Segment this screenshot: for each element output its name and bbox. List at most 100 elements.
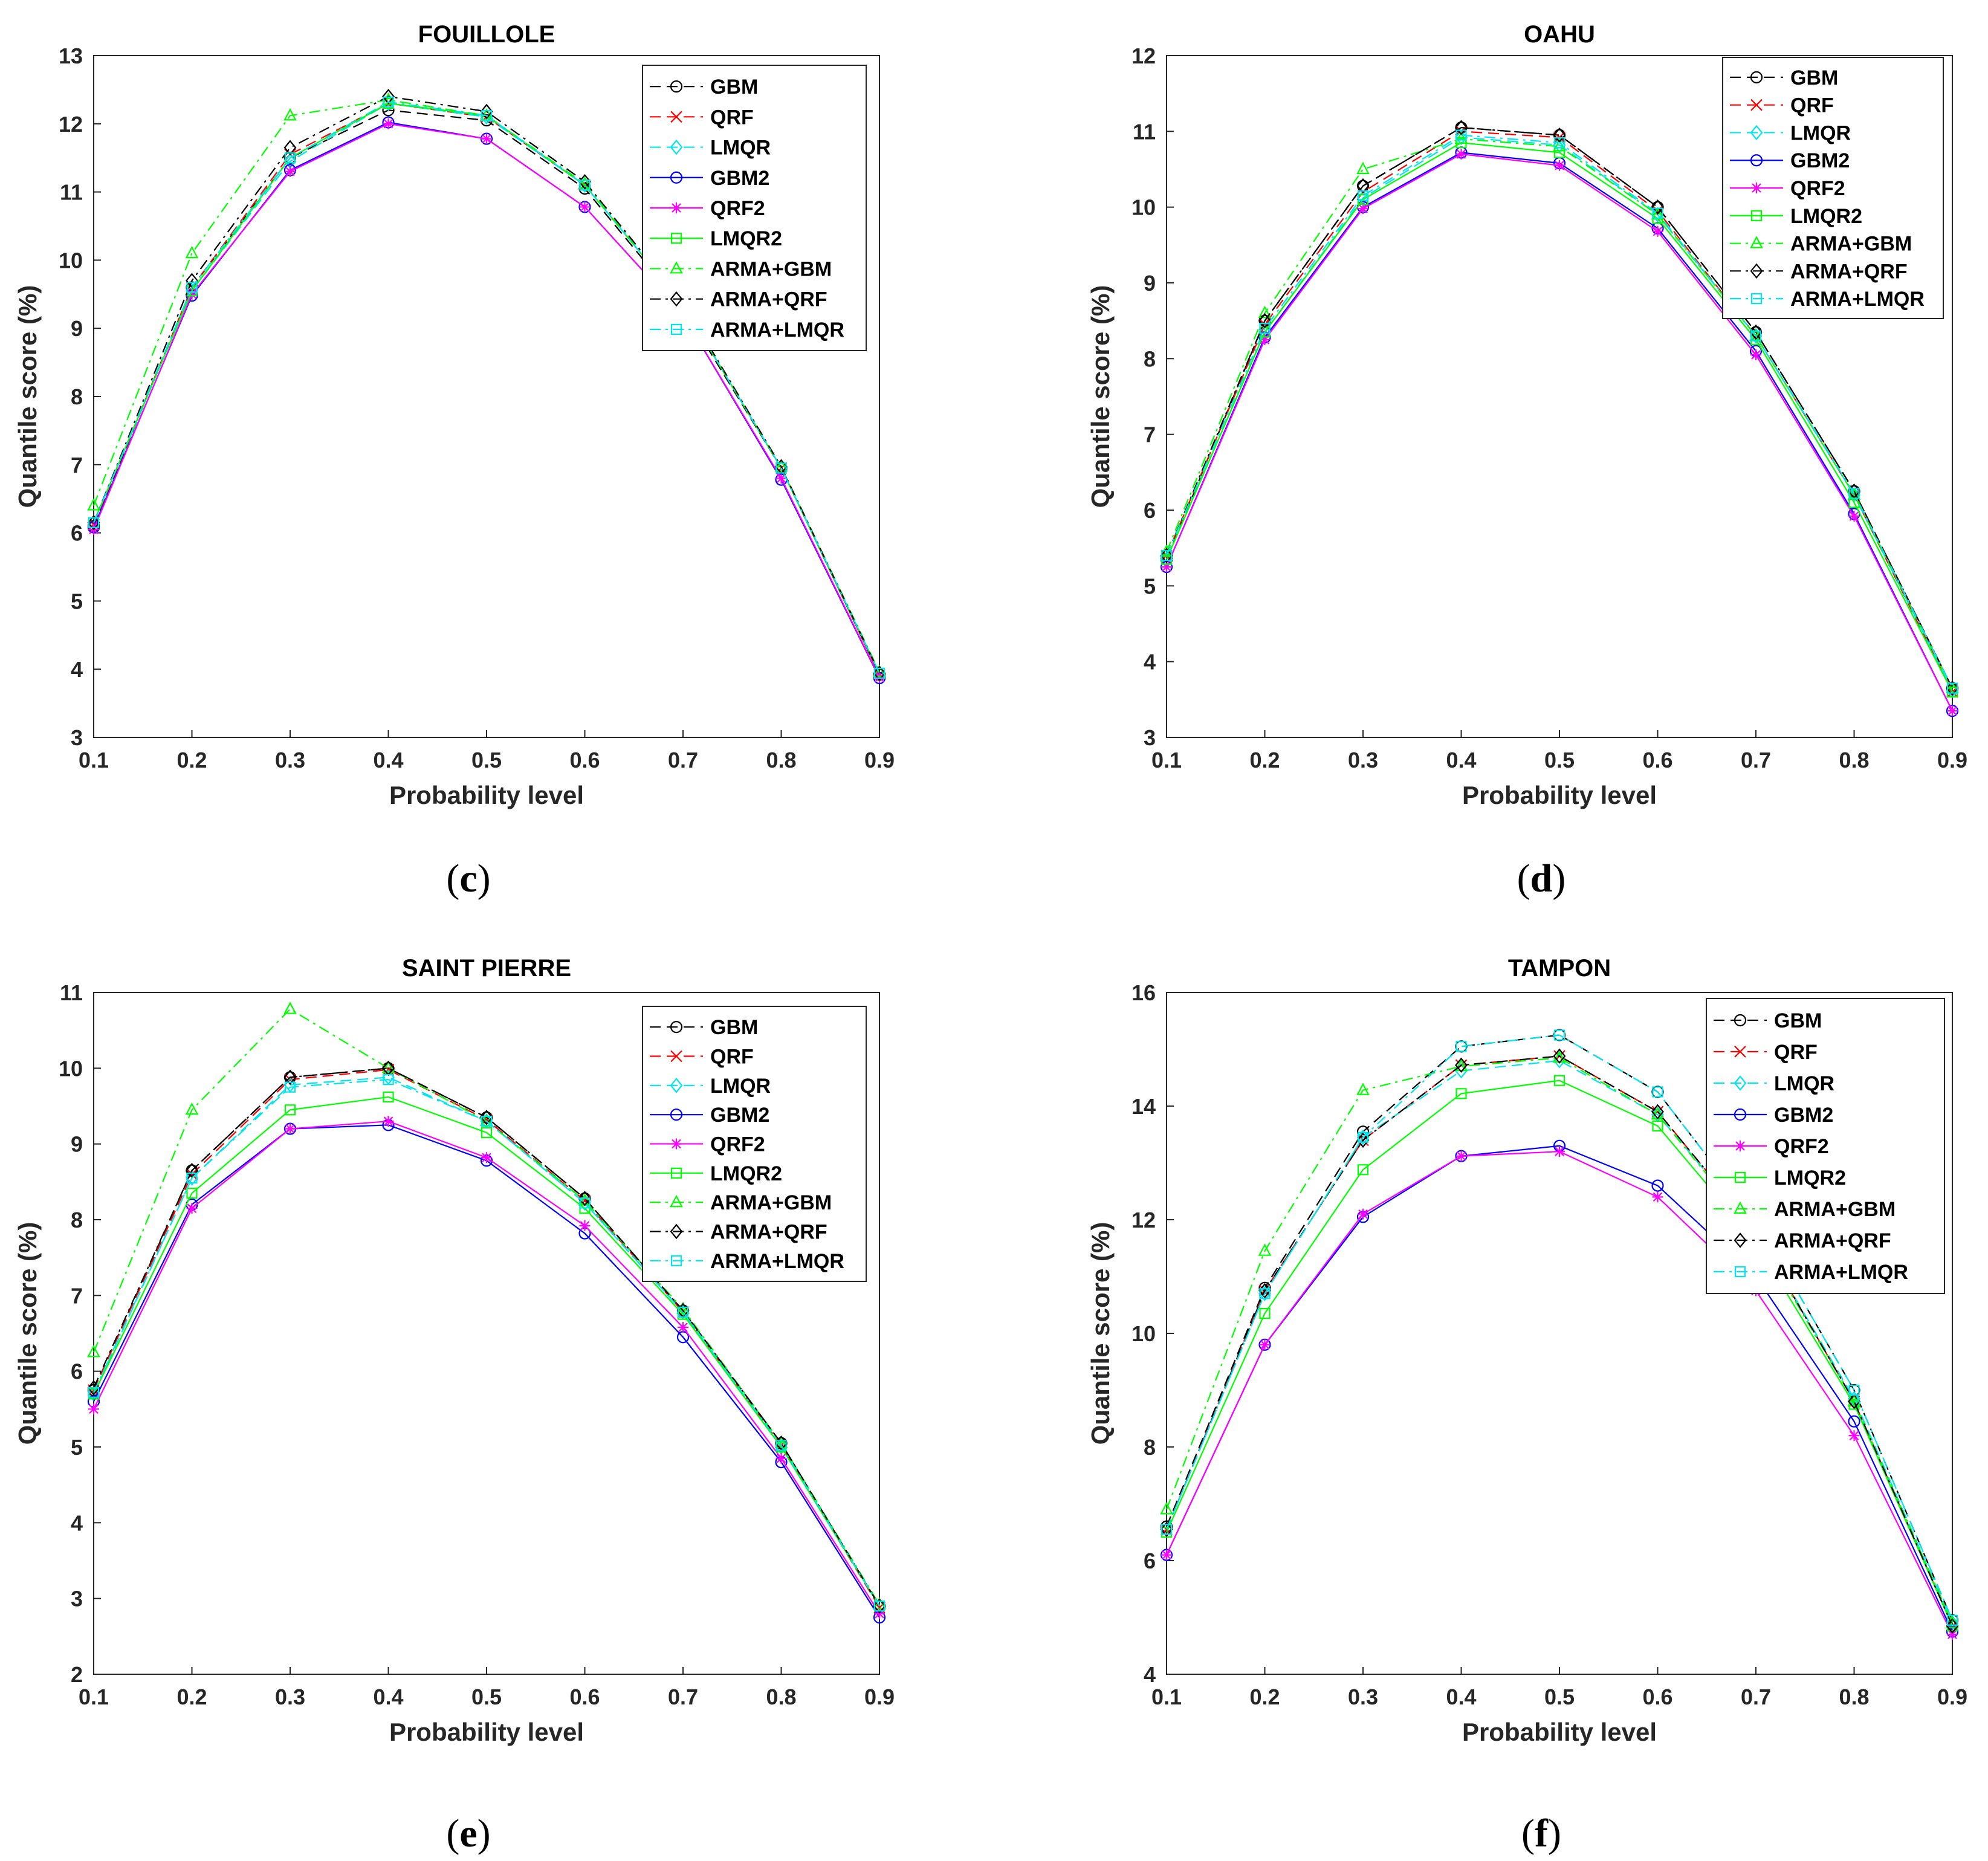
chart-title: FOUILLOLE xyxy=(418,21,555,48)
x-tick-label: 0.7 xyxy=(1741,1685,1771,1709)
data-point xyxy=(1848,1384,1860,1396)
data-point xyxy=(1553,1075,1565,1086)
legend-label: GBM2 xyxy=(710,167,769,190)
data-point xyxy=(1652,1191,1663,1203)
data-point xyxy=(383,118,394,129)
data-point xyxy=(1848,1430,1860,1442)
legend-marker xyxy=(1734,1171,1746,1183)
data-point xyxy=(186,1162,198,1179)
x-tick-label: 0.7 xyxy=(1741,748,1771,772)
data-point xyxy=(88,1403,99,1415)
chart-panel-f: 0.1 0.2 0.3 0.4 0.5 0.6 0.7 0.8 0.9 4 6 8 10 12 14 16 TA… xyxy=(1086,955,1967,1856)
data-point xyxy=(381,1060,395,1073)
data-point xyxy=(186,282,198,293)
data-point xyxy=(185,245,199,259)
data-point xyxy=(481,110,493,121)
data-point xyxy=(1848,488,1860,499)
data-point xyxy=(1554,1146,1565,1157)
y-tick-label: 3 xyxy=(71,1587,83,1611)
data-point xyxy=(1358,203,1368,215)
data-point xyxy=(1258,312,1271,329)
y-tick-label: 9 xyxy=(1144,271,1156,296)
y-tick-label: 12 xyxy=(59,112,83,137)
data-point xyxy=(873,667,886,679)
data-point xyxy=(1356,161,1370,175)
data-point xyxy=(775,462,787,474)
legend-marker xyxy=(1734,1201,1747,1214)
data-point xyxy=(1258,305,1272,319)
data-point xyxy=(1259,1308,1271,1319)
y-tick-label: 4 xyxy=(1144,1662,1156,1687)
data-point xyxy=(1161,1524,1173,1535)
data-point xyxy=(1553,139,1566,152)
x-tick-label: 0.5 xyxy=(471,1685,502,1709)
x-tick-label: 0.4 xyxy=(1446,1685,1476,1709)
y-tick-label: 14 xyxy=(1132,1094,1156,1119)
data-point xyxy=(1358,1208,1368,1220)
legend-marker xyxy=(1734,1108,1747,1121)
series-line xyxy=(1165,137,1953,691)
data-point xyxy=(578,1191,591,1206)
data-point xyxy=(1161,550,1173,562)
data-point xyxy=(1455,1041,1467,1052)
legend-label: ARMA+GBM xyxy=(710,257,832,280)
data-point xyxy=(1554,160,1565,171)
data-point xyxy=(186,288,198,300)
y-tick-label: 9 xyxy=(71,1132,83,1157)
data-point xyxy=(1652,225,1663,237)
legend-label: LMQR2 xyxy=(710,227,782,250)
x-tick-label: 0.6 xyxy=(1642,748,1672,772)
data-point xyxy=(1946,680,1959,696)
data-point xyxy=(1553,1029,1565,1041)
y-tick-label: 12 xyxy=(1132,44,1156,68)
y-tick-label: 4 xyxy=(1144,650,1156,675)
data-point xyxy=(1947,705,1958,717)
data-point xyxy=(283,1002,297,1014)
data-point xyxy=(1259,1339,1271,1350)
legend-marker xyxy=(670,1109,683,1121)
data-point xyxy=(1161,1549,1172,1561)
legend-marker xyxy=(1734,1046,1746,1058)
y-tick-label: 7 xyxy=(1144,422,1156,447)
series-arma-lmqr xyxy=(1161,129,1958,694)
x-tick-label: 0.7 xyxy=(668,748,698,772)
data-point xyxy=(1357,1164,1369,1176)
y-axis-label: Quantile score (%) xyxy=(13,1222,42,1445)
y-tick-label: 11 xyxy=(1133,119,1156,144)
x-tick-label: 0.3 xyxy=(1348,748,1378,772)
legend-label: QRF xyxy=(1790,94,1834,117)
y-tick-label: 3 xyxy=(1144,725,1156,750)
data-point xyxy=(1651,207,1665,220)
legend-label: QRF2 xyxy=(1790,177,1845,200)
data-point xyxy=(1455,1150,1467,1162)
x-tick-label: 0.1 xyxy=(79,1685,109,1709)
data-point xyxy=(284,152,296,164)
data-point xyxy=(579,201,591,213)
legend-label: ARMA+LMQR xyxy=(1774,1261,1908,1284)
series-line xyxy=(1165,134,1953,689)
legend-marker xyxy=(670,323,682,335)
data-point xyxy=(1259,323,1271,334)
y-axis-label: Quantile score (%) xyxy=(1086,1222,1115,1445)
series-line xyxy=(92,1067,880,1607)
legend-label: LMQR xyxy=(1790,121,1851,144)
y-tick-label: 5 xyxy=(71,1435,83,1460)
data-point xyxy=(1160,1502,1173,1515)
data-point xyxy=(873,1600,886,1612)
legend-marker xyxy=(1750,154,1763,167)
x-axis-label: Probability level xyxy=(389,781,584,809)
y-tick-label: 6 xyxy=(71,1359,83,1384)
series-line xyxy=(1165,142,1953,693)
x-tick-label: 0.3 xyxy=(275,1685,305,1709)
y-tick-label: 6 xyxy=(71,521,83,546)
y-tick-label: 11 xyxy=(60,180,83,205)
x-tick-label: 0.8 xyxy=(766,1685,796,1709)
chart-title: TAMPON xyxy=(1508,955,1611,982)
data-point xyxy=(1357,190,1369,201)
legend-label: ARMA+QRF xyxy=(1790,260,1908,283)
legend: GBM QRF LMQR GBM2 QRF2 LMQR2 ARMA+GBM ARMA+QRF A… xyxy=(642,1006,867,1282)
legend-label: QRF xyxy=(710,1046,754,1069)
legend-marker xyxy=(670,233,682,244)
legend-label: QRF2 xyxy=(1774,1135,1829,1158)
